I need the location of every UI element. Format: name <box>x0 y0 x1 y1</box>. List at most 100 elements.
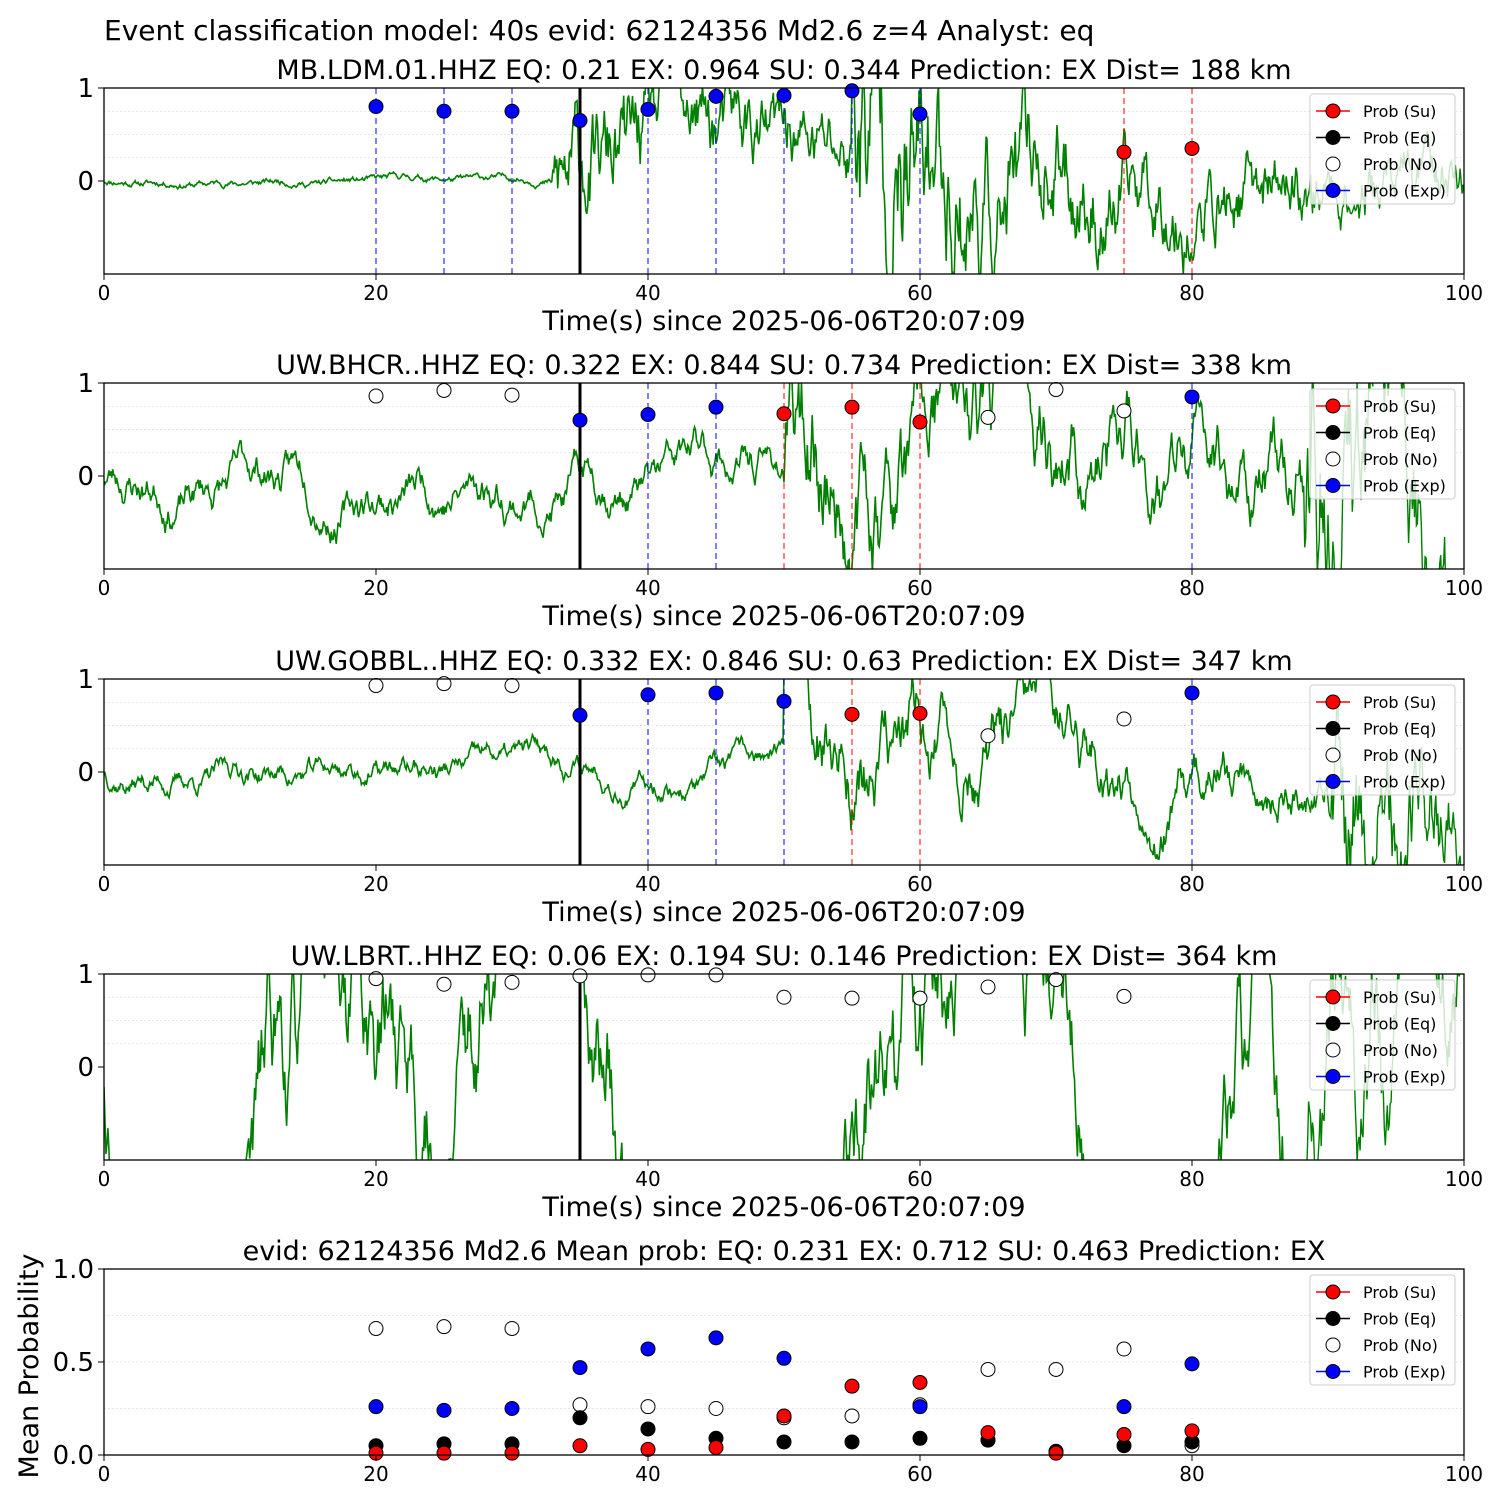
mean-prob-point-su <box>776 1408 792 1424</box>
probability-point <box>776 87 792 103</box>
y-tick-label: 1.0 <box>53 1255 94 1285</box>
probability-point <box>1184 685 1200 701</box>
x-tick-label: 0 <box>98 1462 111 1486</box>
x-tick-label: 80 <box>1179 1167 1204 1191</box>
mean-prob-point-exp <box>640 1341 656 1357</box>
legend-marker <box>1325 130 1341 145</box>
mean-prob-point-no <box>640 1399 656 1415</box>
legend-marker <box>1325 183 1341 198</box>
probability-point <box>640 687 656 703</box>
mean-prob-point-exp <box>708 1330 724 1346</box>
legend-label: Prob (Su) <box>1363 693 1436 712</box>
legend-marker <box>1325 398 1341 414</box>
x-tick-label: 80 <box>1179 281 1204 305</box>
mean-prob-point-exp <box>504 1401 520 1416</box>
probability-point <box>436 976 452 992</box>
legend-box <box>1309 1274 1456 1386</box>
mean-prob-point-eq <box>844 1434 860 1450</box>
y-tick-label: 0.0 <box>53 1441 94 1471</box>
legend-marker <box>1325 747 1341 763</box>
x-tick-label: 20 <box>363 281 388 305</box>
mean-prob-point-exp <box>1184 1356 1200 1372</box>
legend-label: Prob (Eq) <box>1363 1310 1436 1329</box>
x-axis-label: Time(s) since 2025-06-06T20:07:09 <box>541 1192 1025 1223</box>
x-axis-label: Time(s) since 2025-06-06T20:07:09 <box>541 306 1025 337</box>
probability-point <box>572 968 588 984</box>
legend-box <box>1309 388 1456 500</box>
x-tick-label: 0 <box>98 1167 111 1191</box>
legend-marker <box>1325 694 1341 710</box>
panel-1: 0 20 40 60 80 100 0 1 MB.LDM.01.HHZ EQ: 0.21 EX:… <box>77 55 1483 337</box>
panel-title: evid: 62124356 Md2.6 Mean prob: EQ: 0.23… <box>243 1236 1326 1267</box>
mean-prob-point-no <box>436 1319 452 1335</box>
x-tick-label: 20 <box>363 1462 388 1486</box>
probability-point <box>368 971 384 987</box>
probability-point <box>708 685 724 701</box>
probability-point <box>572 412 588 428</box>
mean-prob-point-exp <box>572 1360 588 1376</box>
panel-title: UW.LBRT..HHZ EQ: 0.06 EX: 0.194 SU: 0.14… <box>291 941 1278 972</box>
mean-prob-point-su <box>436 1445 452 1461</box>
legend-marker <box>1325 478 1341 493</box>
legend-label: Prob (Exp) <box>1363 477 1446 496</box>
probability-point <box>640 101 656 117</box>
panel-5: 0 20 40 60 80 100 0.0 0.5 1.0 evid: 62124356 Md2.… <box>14 1236 1483 1486</box>
legend-marker <box>1325 774 1341 789</box>
x-tick-label: 40 <box>635 576 660 600</box>
legend-marker <box>1325 721 1341 736</box>
probability-point <box>1116 403 1132 419</box>
probability-point <box>776 989 792 1005</box>
x-tick-label: 80 <box>1179 872 1204 896</box>
probability-point <box>572 707 588 723</box>
legend-marker <box>1325 1364 1341 1379</box>
y-tick-label: 0 <box>77 167 94 197</box>
legend-marker <box>1325 1016 1341 1031</box>
mean-prob-point-su <box>1184 1423 1200 1439</box>
mean-prob-point-no <box>708 1401 724 1416</box>
probability-point <box>1116 711 1132 727</box>
figure-suptitle: Event classification model: 40s evid: 62… <box>104 14 1094 47</box>
panel-2: 0 20 40 60 80 100 0 1 UW.BHCR..HHZ EQ: 0.322 EX:… <box>77 350 1483 632</box>
legend-label: Prob (Eq) <box>1363 720 1436 739</box>
probability-point <box>436 676 452 692</box>
waveform-trace <box>104 679 1302 860</box>
probability-point <box>1116 988 1132 1004</box>
mean-prob-point-su <box>1048 1445 1064 1461</box>
legend-label: Prob (No) <box>1363 155 1438 174</box>
x-tick-label: 80 <box>1179 1462 1204 1486</box>
legend-label: Prob (No) <box>1363 1041 1438 1060</box>
x-tick-label: 100 <box>1445 1167 1483 1191</box>
x-tick-label: 40 <box>635 281 660 305</box>
x-tick-label: 20 <box>363 1167 388 1191</box>
legend-label: Prob (Exp) <box>1363 773 1446 792</box>
waveform-trace <box>104 383 1302 569</box>
legend-marker <box>1325 1284 1341 1300</box>
mean-prob-point-su <box>572 1438 588 1454</box>
legend-label: Prob (Eq) <box>1363 424 1436 443</box>
legend-marker <box>1325 1311 1341 1326</box>
panel-title: UW.BHCR..HHZ EQ: 0.322 EX: 0.844 SU: 0.7… <box>276 350 1292 381</box>
legend-marker <box>1325 1042 1341 1058</box>
legend-marker <box>1325 989 1341 1005</box>
x-tick-label: 0 <box>98 281 111 305</box>
mean-prob-point-exp <box>776 1350 792 1366</box>
legend-label: Prob (Su) <box>1363 1283 1436 1302</box>
x-tick-label: 20 <box>363 576 388 600</box>
legend-marker <box>1325 103 1341 119</box>
mean-prob-point-su <box>708 1440 724 1456</box>
y-tick-label: 1 <box>77 369 94 399</box>
probability-point <box>708 399 724 415</box>
mean-prob-point-eq <box>776 1434 792 1450</box>
probability-point <box>912 705 928 721</box>
x-tick-label: 60 <box>907 1167 932 1191</box>
x-tick-label: 40 <box>635 1462 660 1486</box>
x-tick-label: 60 <box>907 281 932 305</box>
mean-prob-point-exp <box>1116 1399 1132 1415</box>
probability-point <box>504 387 520 403</box>
mean-prob-point-no <box>1116 1341 1132 1357</box>
probability-point <box>572 113 588 129</box>
probability-point <box>368 678 384 694</box>
legend-label: Prob (Su) <box>1363 102 1436 121</box>
mean-prob-point-su <box>504 1445 520 1461</box>
probability-point <box>844 990 860 1006</box>
